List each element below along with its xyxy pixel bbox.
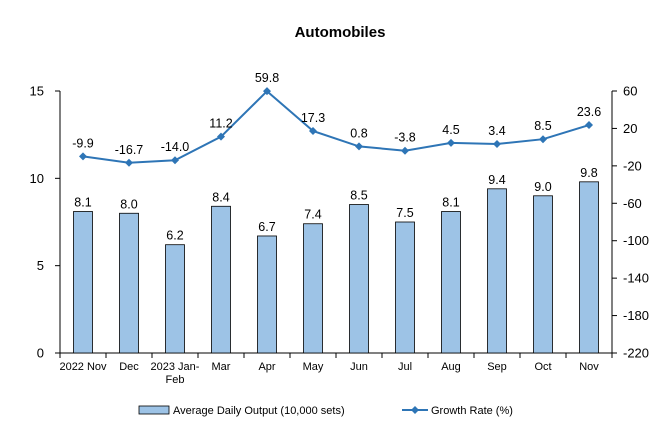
growth-point (171, 156, 179, 165)
bar-value-label: 6.7 (258, 220, 275, 234)
growth-value-label: -16.7 (115, 143, 144, 157)
bar (303, 223, 323, 354)
x-tick-label-line1: 2023 Jan- (151, 361, 200, 373)
growth-point (355, 142, 363, 151)
growth-point (263, 87, 271, 96)
chart-title: Automobiles (295, 24, 386, 41)
growth-value-label: 17.3 (301, 111, 325, 125)
x-tick-label: May (303, 361, 324, 373)
x-tick-label: Nov (579, 361, 599, 373)
bar (395, 221, 415, 354)
bar (487, 188, 507, 354)
growth-point (401, 146, 409, 155)
growth-value-label: -3.8 (394, 131, 416, 145)
bar-value-label: 9.0 (534, 180, 551, 194)
bar-value-label: 9.4 (488, 173, 505, 187)
y-right-tick-label: -100 (623, 233, 649, 248)
growth-point (125, 158, 133, 167)
growth-point (447, 138, 455, 147)
x-tick-label: Jun (350, 361, 368, 373)
bar (533, 195, 553, 354)
bar (211, 205, 231, 354)
bar-value-label: 7.4 (304, 208, 321, 222)
x-tick-label: 2022 Nov (59, 361, 107, 373)
bar (119, 212, 139, 354)
bar (349, 204, 369, 354)
bar-value-label: 6.2 (166, 229, 183, 243)
growth-line (82, 89, 590, 164)
growth-value-label: 59.8 (255, 71, 279, 85)
x-tick-label-line2: Feb (166, 374, 185, 386)
growth-point (585, 121, 593, 130)
bar (165, 244, 185, 354)
bar-value-label: 9.8 (580, 166, 597, 180)
growth-value-label: -14.0 (161, 140, 190, 154)
growth-point (539, 135, 547, 144)
y-right-tick-label: -20 (623, 158, 642, 173)
bar-value-label: 8.4 (212, 190, 229, 204)
growth-point (309, 126, 317, 135)
bar-value-label: 8.0 (120, 197, 137, 211)
y-right-tick-label: -180 (623, 308, 649, 323)
growth-value-label: 3.4 (488, 124, 505, 138)
bar (579, 181, 599, 354)
x-tick-label: Dec (119, 361, 139, 373)
growth-value-label: -9.9 (72, 136, 94, 150)
bar (73, 211, 93, 354)
legend-line-marker (411, 406, 419, 414)
bar-value-label: 8.1 (442, 196, 459, 210)
y-right-tick-label: -140 (623, 271, 649, 286)
bar-value-label: 8.5 (350, 189, 367, 203)
plot-area: 0 5 10 15 -220 -180 -140 -100 -60 -20 20 60 2022 Nov… (30, 71, 650, 386)
legend-bar-swatch (138, 405, 170, 415)
bar (257, 235, 277, 354)
legend-line-label: Growth Rate (%) (431, 405, 513, 417)
growth-value-label: 23.6 (577, 105, 601, 119)
y-left-tick-label: 5 (37, 258, 44, 273)
legend-bar-label: Average Daily Output (10,000 sets) (173, 405, 345, 417)
growth-value-label: 8.5 (534, 119, 551, 133)
x-tick-label: Aug (441, 361, 461, 373)
bar-value-label: 7.5 (396, 206, 413, 220)
y-right-tick-label: -220 (623, 346, 649, 361)
y-right-tick-label: 20 (623, 121, 637, 136)
y-left-tick-label: 10 (30, 171, 44, 186)
y-right-tick-label: -60 (623, 196, 642, 211)
x-tick-label: Jul (398, 361, 412, 373)
growth-point (217, 132, 225, 141)
x-tick-label: Apr (258, 361, 275, 373)
x-tick-label: Oct (534, 361, 551, 373)
growth-point (79, 152, 87, 161)
y-left-tick-label: 15 (30, 84, 44, 99)
growth-point (493, 139, 501, 148)
bar-value-label: 8.1 (74, 196, 91, 210)
legend: Average Daily Output (10,000 sets) Growt… (138, 405, 513, 417)
y-left-tick-label: 0 (37, 346, 44, 361)
bar (441, 211, 461, 354)
x-tick-label: Mar (212, 361, 231, 373)
x-tick-label: Sep (487, 361, 507, 373)
growth-value-label: 11.2 (209, 117, 232, 131)
growth-value-label: 0.8 (350, 126, 367, 140)
y-right-tick-label: 60 (623, 84, 637, 99)
growth-value-label: 4.5 (442, 123, 459, 137)
